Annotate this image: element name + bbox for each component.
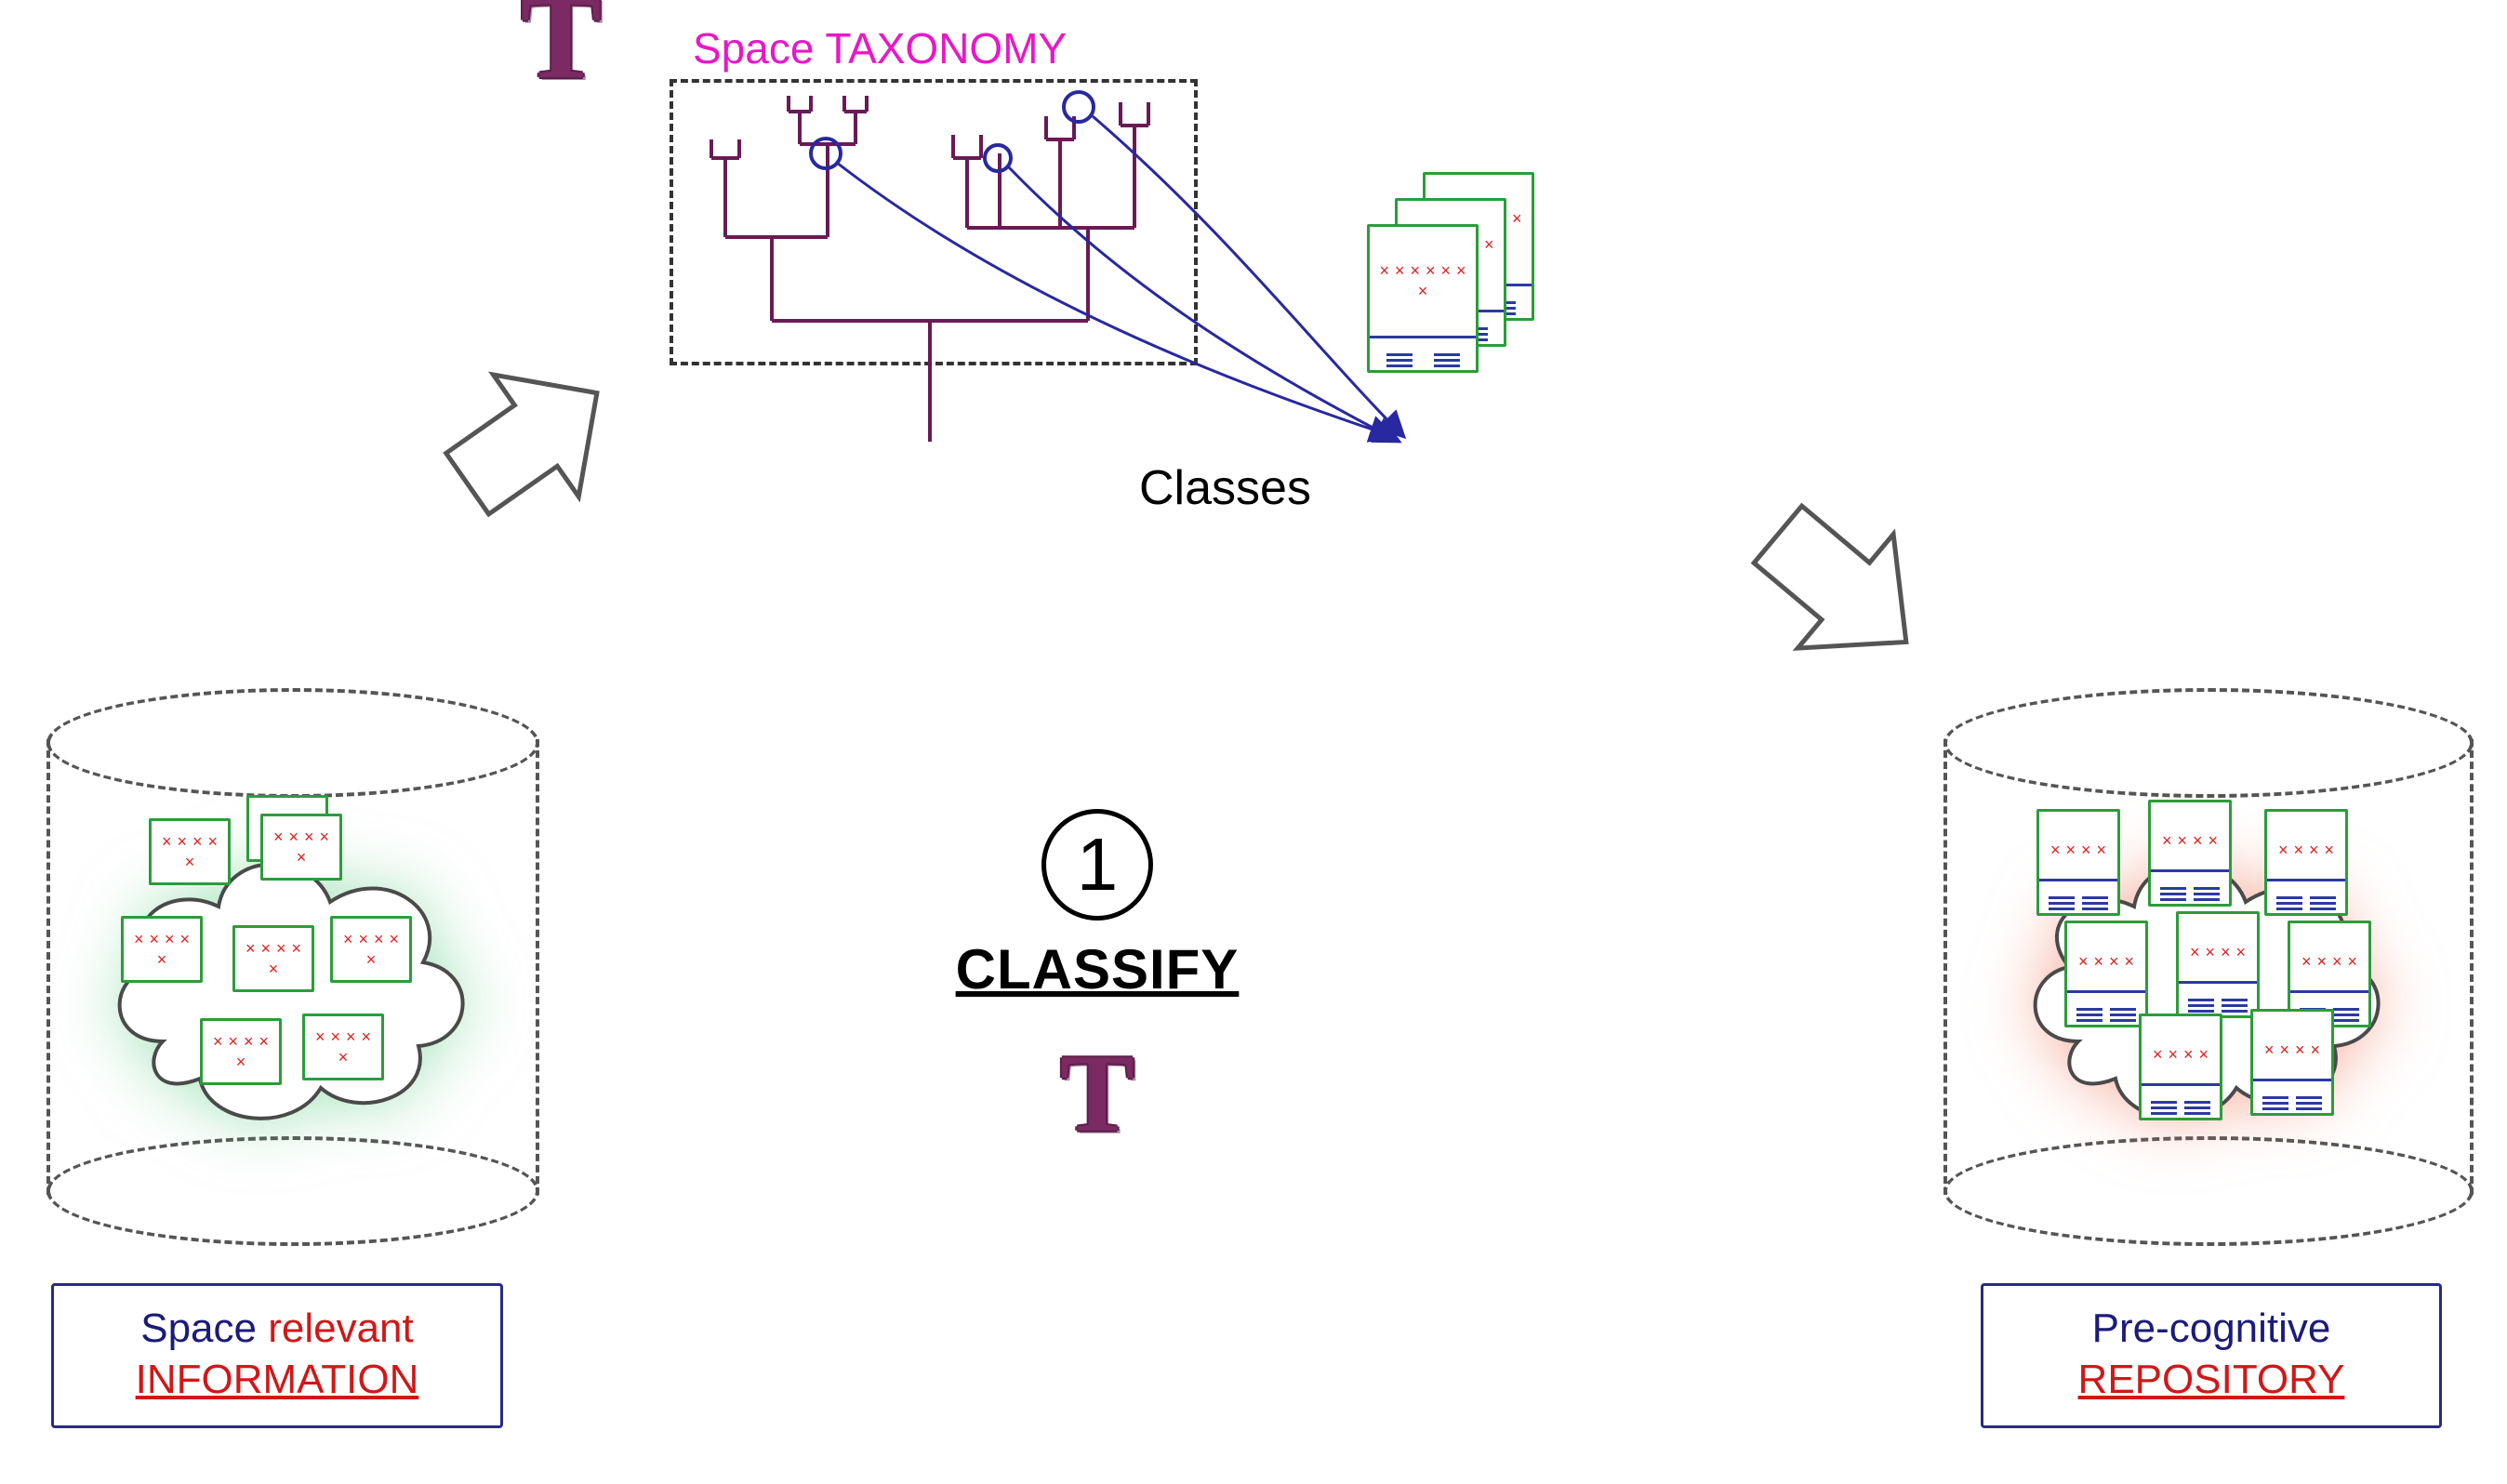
classes-label: Classes [1139, 460, 1311, 516]
left-label-word1: Space [140, 1305, 257, 1351]
right-label-top: Pre-cognitive [2092, 1305, 2331, 1351]
info-card: ××××× [260, 814, 342, 881]
classify-label: CLASSIFY [930, 937, 1265, 1001]
info-card: ××××× [302, 1014, 384, 1080]
repo-card: ×××× [2250, 1009, 2334, 1116]
classes-card-stack: ××× ××× × ××× ××× × ××× ××× × [1367, 172, 1609, 414]
repo-card: ×××× [2036, 809, 2120, 916]
right-label-bottom: REPOSITORY [2011, 1354, 2411, 1405]
class-card: ××× ××× × [1367, 224, 1479, 373]
info-card: ××××× [149, 818, 231, 885]
repo-card: ×××× [2139, 1014, 2222, 1120]
left-label-box: Space relevant INFORMATION [51, 1283, 503, 1428]
repo-card: ×××× [2148, 800, 2232, 907]
serif-t-bottom: T [930, 1029, 1265, 1158]
repo-card: ×××× [2264, 809, 2348, 916]
info-card: ××××× [330, 916, 412, 983]
info-card: ××××× [232, 925, 314, 992]
right-label-box: Pre-cognitive REPOSITORY [1981, 1283, 2442, 1428]
step-number-circle: 1 [1041, 809, 1153, 921]
diagram-stage: T Space TAXONOMY [0, 0, 2507, 1484]
step-number: 1 [1077, 822, 1119, 908]
center-block: 1 CLASSIFY T [930, 809, 1265, 1158]
repo-card: ×××× [2176, 911, 2260, 1018]
flow-arrow-right [1702, 456, 1962, 716]
flow-arrow-left [400, 325, 642, 567]
left-label-word2: relevant [268, 1305, 414, 1351]
info-card: ××××× [121, 916, 203, 983]
info-card: ××××× [200, 1018, 282, 1085]
left-label-bottom: INFORMATION [82, 1354, 472, 1405]
repo-card: ×××× [2064, 921, 2148, 1027]
